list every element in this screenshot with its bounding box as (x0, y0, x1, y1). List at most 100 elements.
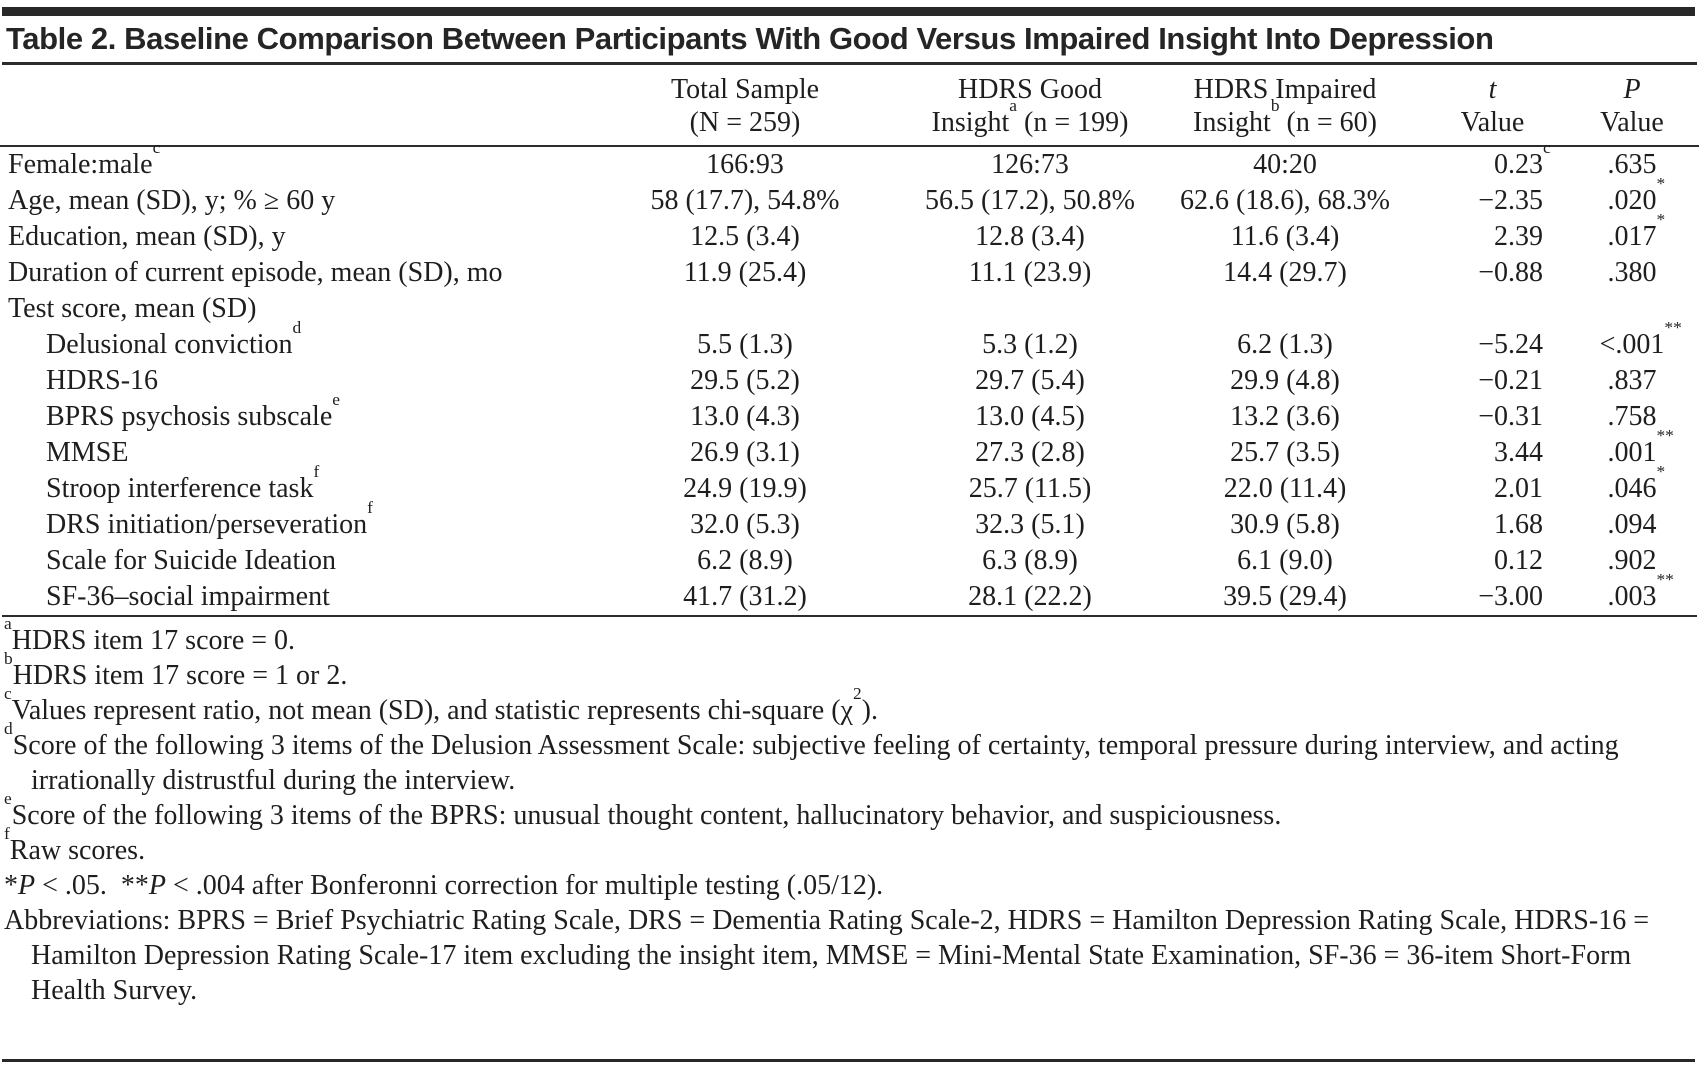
row-label: Age, mean (SD), y; % ≥ 60 y (8, 185, 336, 216)
cell-t-value: 3.44 (1494, 437, 1543, 468)
cell-hdrs-good-insight: 11.1 (23.9) (968, 257, 1092, 288)
table-row: MMSE 26.9 (3.1) 27.3 (2.8) 25.7 (3.5) 3.44 .0… (0, 426, 1699, 471)
cell-hdrs-impaired-insight: 39.5 (29.4) (1223, 581, 1347, 612)
cell-hdrs-good-insight: 12.8 (3.4) (975, 221, 1085, 252)
header-line: t (1488, 74, 1497, 105)
cell-total-sample: 166:93 (706, 149, 784, 180)
table-row: Stroop interference taskf 24.9 (19.9) 25.7… (0, 462, 1699, 507)
footnotes-block: aHDRS item 17 score = 0. bHDRS item 17 sc… (0, 614, 1699, 1008)
table-title: Table 2. Baseline Comparison Between Par… (2, 16, 1697, 65)
cell-t-value: −0.88 (1478, 257, 1543, 288)
header-line: P (1623, 74, 1641, 105)
row-label: Delusional convictiond (46, 318, 302, 360)
row-label: Scale for Suicide Ideation (46, 545, 337, 576)
table-row: Duration of current episode, mean (SD), … (0, 255, 1699, 291)
row-label: Female:malec (8, 138, 161, 180)
header-line: Insighta (n = 199) (931, 96, 1129, 138)
cell-t-value: 2.01 (1494, 473, 1543, 504)
cell-hdrs-good-insight: 5.3 (1.2) (982, 329, 1078, 360)
header-line: Value (1460, 107, 1525, 138)
cell-t-value: 2.39 (1494, 221, 1543, 252)
header-line: (N = 259) (689, 107, 801, 138)
col-header-t-value: t Value (1420, 65, 1565, 147)
cell-total-sample: 41.7 (31.2) (683, 581, 807, 612)
table-row: Female:malec 166:93 126:73 40:20 0.23c .635 (0, 138, 1699, 183)
cell-t-value: 1.68 (1494, 509, 1543, 540)
baseline-comparison-table: Total Sample (N = 259) HDRS Good Insight… (0, 65, 1699, 615)
row-label: Test score, mean (SD) (8, 293, 257, 324)
cell-p-value: .380 (1607, 257, 1657, 288)
bottom-rule-thick (2, 1059, 1695, 1062)
cell-t-value: −3.00 (1478, 581, 1543, 612)
cell-total-sample: 24.9 (19.9) (683, 473, 807, 504)
cell-p-value: .017* (1607, 210, 1666, 252)
cell-hdrs-impaired-insight: 6.1 (9.0) (1237, 545, 1333, 576)
footnote: bHDRS item 17 score = 1 or 2. (4, 649, 348, 691)
footnote: cValues represent ratio, not mean (SD), … (4, 684, 878, 726)
footnote: aHDRS item 17 score = 0. (4, 614, 296, 656)
table-row: HDRS-16 29.5 (5.2) 29.7 (5.4) 29.9 (4.8) −0.… (0, 363, 1699, 399)
row-label: Stroop interference taskf (46, 462, 320, 504)
cell-hdrs-impaired-insight: 40:20 (1253, 149, 1317, 180)
row-label: Education, mean (SD), y (8, 221, 286, 252)
table-row: BPRS psychosis subscalee 13.0 (4.3) 13.0 (… (0, 391, 1699, 435)
row-label: SF-36–social impairment (46, 581, 330, 612)
header-line: HDRS Good (958, 74, 1102, 105)
cell-hdrs-impaired-insight: 6.2 (1.3) (1237, 329, 1333, 360)
journal-table-figure: Table 2. Baseline Comparison Between Par… (0, 7, 1699, 1077)
table-body: Female:malec 166:93 126:73 40:20 0.23c .635 Ag… (0, 138, 1699, 615)
cell-hdrs-impaired-insight (1150, 291, 1420, 327)
cell-p-value: .094 (1607, 509, 1657, 540)
cell-total-sample: 13.0 (4.3) (690, 401, 800, 432)
cell-total-sample: 26.9 (3.1) (690, 437, 800, 468)
cell-hdrs-good-insight: 32.3 (5.1) (975, 509, 1085, 540)
col-header-p-value: P Value (1565, 65, 1699, 147)
cell-total-sample: 5.5 (1.3) (697, 329, 793, 360)
footnote: eScore of the following 3 items of the B… (4, 789, 1282, 831)
cell-hdrs-impaired-insight: 14.4 (29.7) (1223, 257, 1347, 288)
cell-t-value: −2.35 (1478, 185, 1543, 216)
table-row: DRS initiation/perseverationf 32.0 (5.3) 3… (0, 498, 1699, 543)
cell-hdrs-impaired-insight: 11.6 (3.4) (1230, 221, 1340, 252)
cell-total-sample: 11.9 (25.4) (683, 257, 807, 288)
cell-hdrs-impaired-insight: 62.6 (18.6), 68.3% (1180, 185, 1390, 216)
cell-hdrs-good-insight: 25.7 (11.5) (968, 473, 1092, 504)
cell-hdrs-good-insight: 27.3 (2.8) (975, 437, 1085, 468)
cell-p-value: .635 (1607, 149, 1657, 180)
header-line: HDRS Impaired (1193, 74, 1377, 105)
row-label: HDRS-16 (46, 365, 159, 396)
footnote: Abbreviations: BPRS = Brief Psychiatric … (4, 905, 1649, 1006)
cell-t-value: −5.24 (1478, 329, 1543, 360)
col-header-characteristic (0, 65, 580, 147)
col-header-hdrs-impaired-insight: HDRS Impaired Insightb (n = 60) (1150, 65, 1420, 147)
cell-hdrs-impaired-insight: 25.7 (3.5) (1230, 437, 1340, 468)
footnote: fRaw scores. (4, 824, 146, 866)
footnote: dScore of the following 3 items of the D… (4, 719, 1619, 796)
cell-hdrs-good-insight: 28.1 (22.2) (968, 581, 1092, 612)
cell-hdrs-impaired-insight: 22.0 (11.4) (1223, 473, 1347, 504)
top-rule-thick (2, 7, 1695, 16)
header-line: Value (1600, 107, 1664, 138)
cell-hdrs-good-insight: 29.7 (5.4) (975, 365, 1085, 396)
footnote-divider-rule (2, 615, 1697, 617)
col-header-hdrs-good-insight: HDRS Good Insighta (n = 199) (910, 65, 1150, 147)
cell-p-value: .758 (1607, 401, 1657, 432)
table-row: Education, mean (SD), y 12.5 (3.4) 12.8 (3… (0, 210, 1699, 255)
cell-t-value (1420, 291, 1565, 327)
row-label: DRS initiation/perseverationf (46, 498, 373, 540)
cell-t-value: −0.31 (1478, 401, 1543, 432)
table-row: Delusional convictiond 5.5 (1.3) 5.3 (1.2)… (0, 318, 1699, 363)
cell-hdrs-good-insight: 56.5 (17.2), 50.8% (925, 185, 1135, 216)
cell-t-value: 0.12 (1494, 545, 1543, 576)
cell-total-sample (580, 291, 910, 327)
cell-p-value: .001** (1607, 426, 1674, 468)
cell-hdrs-impaired-insight: 30.9 (5.8) (1230, 509, 1340, 540)
header-line: Total Sample (670, 74, 820, 105)
cell-hdrs-good-insight (910, 291, 1150, 327)
cell-p-value: .837 (1607, 365, 1657, 396)
row-label: MMSE (46, 437, 129, 468)
cell-p-value: .902 (1607, 545, 1657, 576)
table-row: Test score, mean (SD) (0, 291, 1699, 327)
cell-total-sample: 29.5 (5.2) (690, 365, 800, 396)
cell-p-value: .020* (1607, 174, 1666, 216)
